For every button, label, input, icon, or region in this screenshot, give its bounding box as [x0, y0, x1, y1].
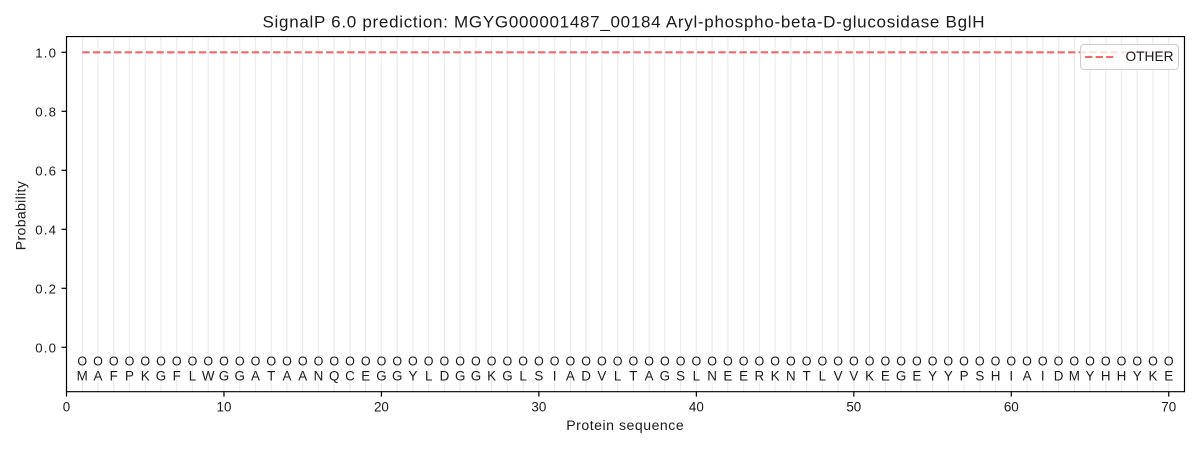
svg-text:0.4: 0.4: [35, 223, 56, 238]
svg-text:10: 10: [217, 400, 232, 415]
svg-text:0: 0: [63, 400, 70, 415]
svg-text:Probability: Probability: [12, 180, 28, 250]
svg-text:0.0: 0.0: [35, 341, 56, 356]
svg-text:0.8: 0.8: [35, 105, 56, 120]
svg-text:1.0: 1.0: [35, 46, 56, 61]
svg-text:30: 30: [531, 400, 546, 415]
svg-text:50: 50: [846, 400, 861, 415]
svg-text:20: 20: [374, 400, 389, 415]
svg-text:40: 40: [689, 400, 704, 415]
svg-text:Protein sequence: Protein sequence: [566, 417, 684, 433]
svg-text:60: 60: [1004, 400, 1019, 415]
svg-text:0.6: 0.6: [35, 164, 56, 179]
svg-text:70: 70: [1161, 400, 1176, 415]
svg-text:SignalP 6.0 prediction: MGYG00: SignalP 6.0 prediction: MGYG000001487_00…: [263, 13, 985, 32]
svg-text:OTHER: OTHER: [1126, 49, 1174, 64]
svg-text:0.2: 0.2: [35, 282, 56, 297]
